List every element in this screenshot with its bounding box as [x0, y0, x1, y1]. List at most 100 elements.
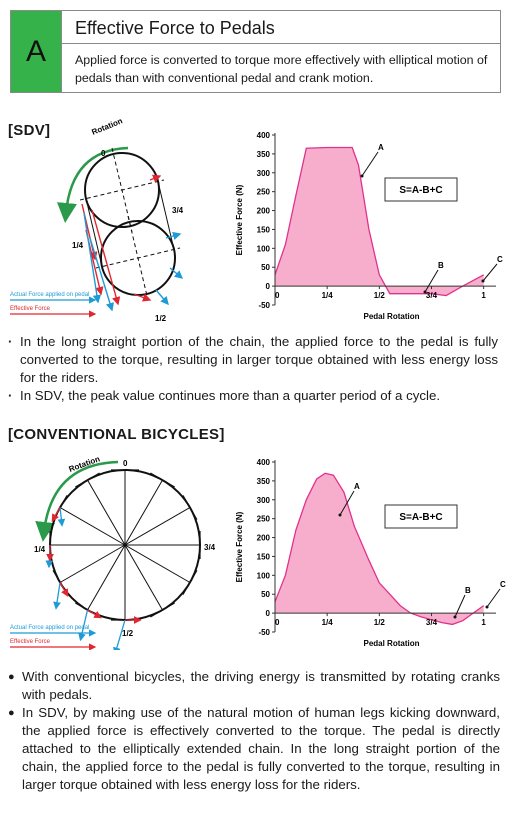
annotation-arrow	[454, 594, 466, 618]
legend-label: Actual Force applied on pedal	[10, 292, 89, 298]
section-heading: [CONVENTIONAL BICYCLES]	[8, 426, 225, 443]
crank	[59, 544, 126, 583]
subtitle: Applied force is converted to torque mor…	[75, 53, 488, 85]
applied-force-arrow	[89, 237, 114, 312]
position-label: 0	[101, 149, 106, 158]
crank	[87, 544, 126, 611]
annotation: B	[465, 586, 471, 595]
annotation-arrow	[361, 151, 379, 177]
area-fill	[275, 473, 484, 625]
position-label: 3/4	[172, 206, 184, 215]
effective-force-arrow	[91, 209, 121, 306]
crank	[124, 544, 163, 611]
legend-label: Effective Force	[10, 306, 51, 312]
annotation: C	[500, 580, 506, 589]
crank	[124, 544, 191, 583]
area-line	[274, 146, 485, 297]
chain	[85, 198, 103, 267]
position-label: 0	[123, 459, 128, 468]
effective-force-arrow	[133, 293, 152, 302]
annotation-head	[360, 174, 364, 178]
y-tick-label: 0	[266, 609, 271, 618]
pedal	[182, 570, 198, 595]
rotation-label: Rotation	[90, 118, 124, 137]
effective-force-arrow	[59, 582, 69, 597]
sprocket	[84, 152, 160, 228]
position-label: 1/2	[155, 314, 167, 323]
annotation: C	[497, 255, 503, 264]
position-label: 1/2	[122, 629, 134, 638]
applied-force-arrow	[53, 582, 61, 610]
chart: -50 0 50 100 150 200 250 300 350 400 0 1/4 1/2 3/4 1 Pe…	[235, 458, 506, 648]
applied-force-arrow	[169, 267, 184, 279]
divider	[62, 43, 500, 44]
chart: -50 0 50 100 150 200 250 300 350 400 0 1/4 1/2 3/4 1 Pe…	[235, 131, 503, 321]
y-tick-label: 250	[257, 515, 271, 524]
applied-force-arrow	[83, 212, 102, 304]
pedal	[150, 602, 175, 618]
formula: S=A-B+C	[399, 185, 442, 196]
y-tick-label: 150	[257, 225, 271, 234]
annotation: B	[438, 261, 444, 270]
x-tick-label: 1	[481, 618, 486, 627]
x-axis-label: Pedal Rotation	[363, 312, 419, 321]
x-tick-label: 3/4	[426, 618, 438, 627]
y-axis-label: Effective Force (N)	[235, 184, 244, 255]
y-tick-label: 400	[257, 131, 271, 140]
bullet: In the long straight portion of the chai…	[8, 333, 498, 387]
applied-force-arrow	[57, 507, 66, 527]
crank	[59, 507, 126, 546]
y-tick-label: 350	[257, 477, 271, 486]
legend-label: Effective Force	[10, 639, 51, 645]
position-label: 1/4	[34, 545, 46, 554]
y-tick-label: 0	[266, 282, 271, 291]
applied-force-arrow	[113, 619, 126, 650]
y-tick-label: 100	[257, 571, 271, 580]
applied-force-arrow	[78, 609, 89, 642]
formula: S=A-B+C	[399, 512, 442, 523]
annotation-arrow	[486, 588, 501, 608]
annotation-head	[453, 615, 457, 619]
x-tick-label: 3/4	[426, 291, 438, 300]
bullet-list: With conventional bicycles, the driving …	[8, 668, 500, 794]
bullet-list: In the long straight portion of the chai…	[8, 333, 498, 405]
annotation-arrow	[424, 269, 439, 293]
header-box: A Effective Force to Pedals Applied forc…	[10, 10, 501, 93]
legend-label: Actual Force applied on pedal	[10, 625, 89, 631]
bullet: In SDV, by making use of the natural mot…	[8, 704, 500, 794]
badge: A	[11, 11, 62, 92]
pedal	[150, 472, 175, 488]
x-tick-label: 1/4	[322, 618, 334, 627]
annotation: A	[354, 482, 360, 491]
bullet: In SDV, the peak value continues more th…	[8, 387, 498, 405]
y-tick-label: 100	[257, 244, 271, 253]
area-fill	[275, 147, 484, 296]
annotation-head	[485, 605, 489, 609]
rotation-arrow	[35, 460, 119, 542]
crank-guide	[127, 215, 149, 301]
position-label: 3/4	[204, 543, 216, 552]
x-tick-label: 1	[481, 291, 486, 300]
y-tick-label: 50	[261, 263, 270, 272]
effective-force-arrow	[51, 507, 61, 522]
chain	[157, 181, 175, 250]
effective-force-arrow	[87, 609, 102, 619]
applied-force-arrow	[165, 231, 182, 240]
section-heading: [SDV]	[8, 122, 51, 139]
y-tick-label: 200	[257, 534, 271, 543]
y-axis-label: Effective Force (N)	[235, 511, 244, 582]
x-axis-label: Pedal Rotation	[363, 639, 419, 648]
title: Effective Force to Pedals	[75, 18, 275, 38]
annotation-head	[423, 290, 427, 294]
y-tick-label: -50	[258, 301, 270, 310]
y-tick-label: 200	[257, 207, 271, 216]
x-tick-label: 1/2	[374, 291, 386, 300]
x-tick-label: 1/4	[322, 291, 334, 300]
pedal	[75, 472, 100, 488]
annotation-head	[338, 513, 342, 517]
y-tick-label: 150	[257, 552, 271, 561]
x-tick-label: 0	[275, 618, 280, 627]
x-tick-label: 1/2	[374, 618, 386, 627]
annotation-head	[481, 279, 485, 283]
bullet: With conventional bicycles, the driving …	[8, 668, 500, 704]
